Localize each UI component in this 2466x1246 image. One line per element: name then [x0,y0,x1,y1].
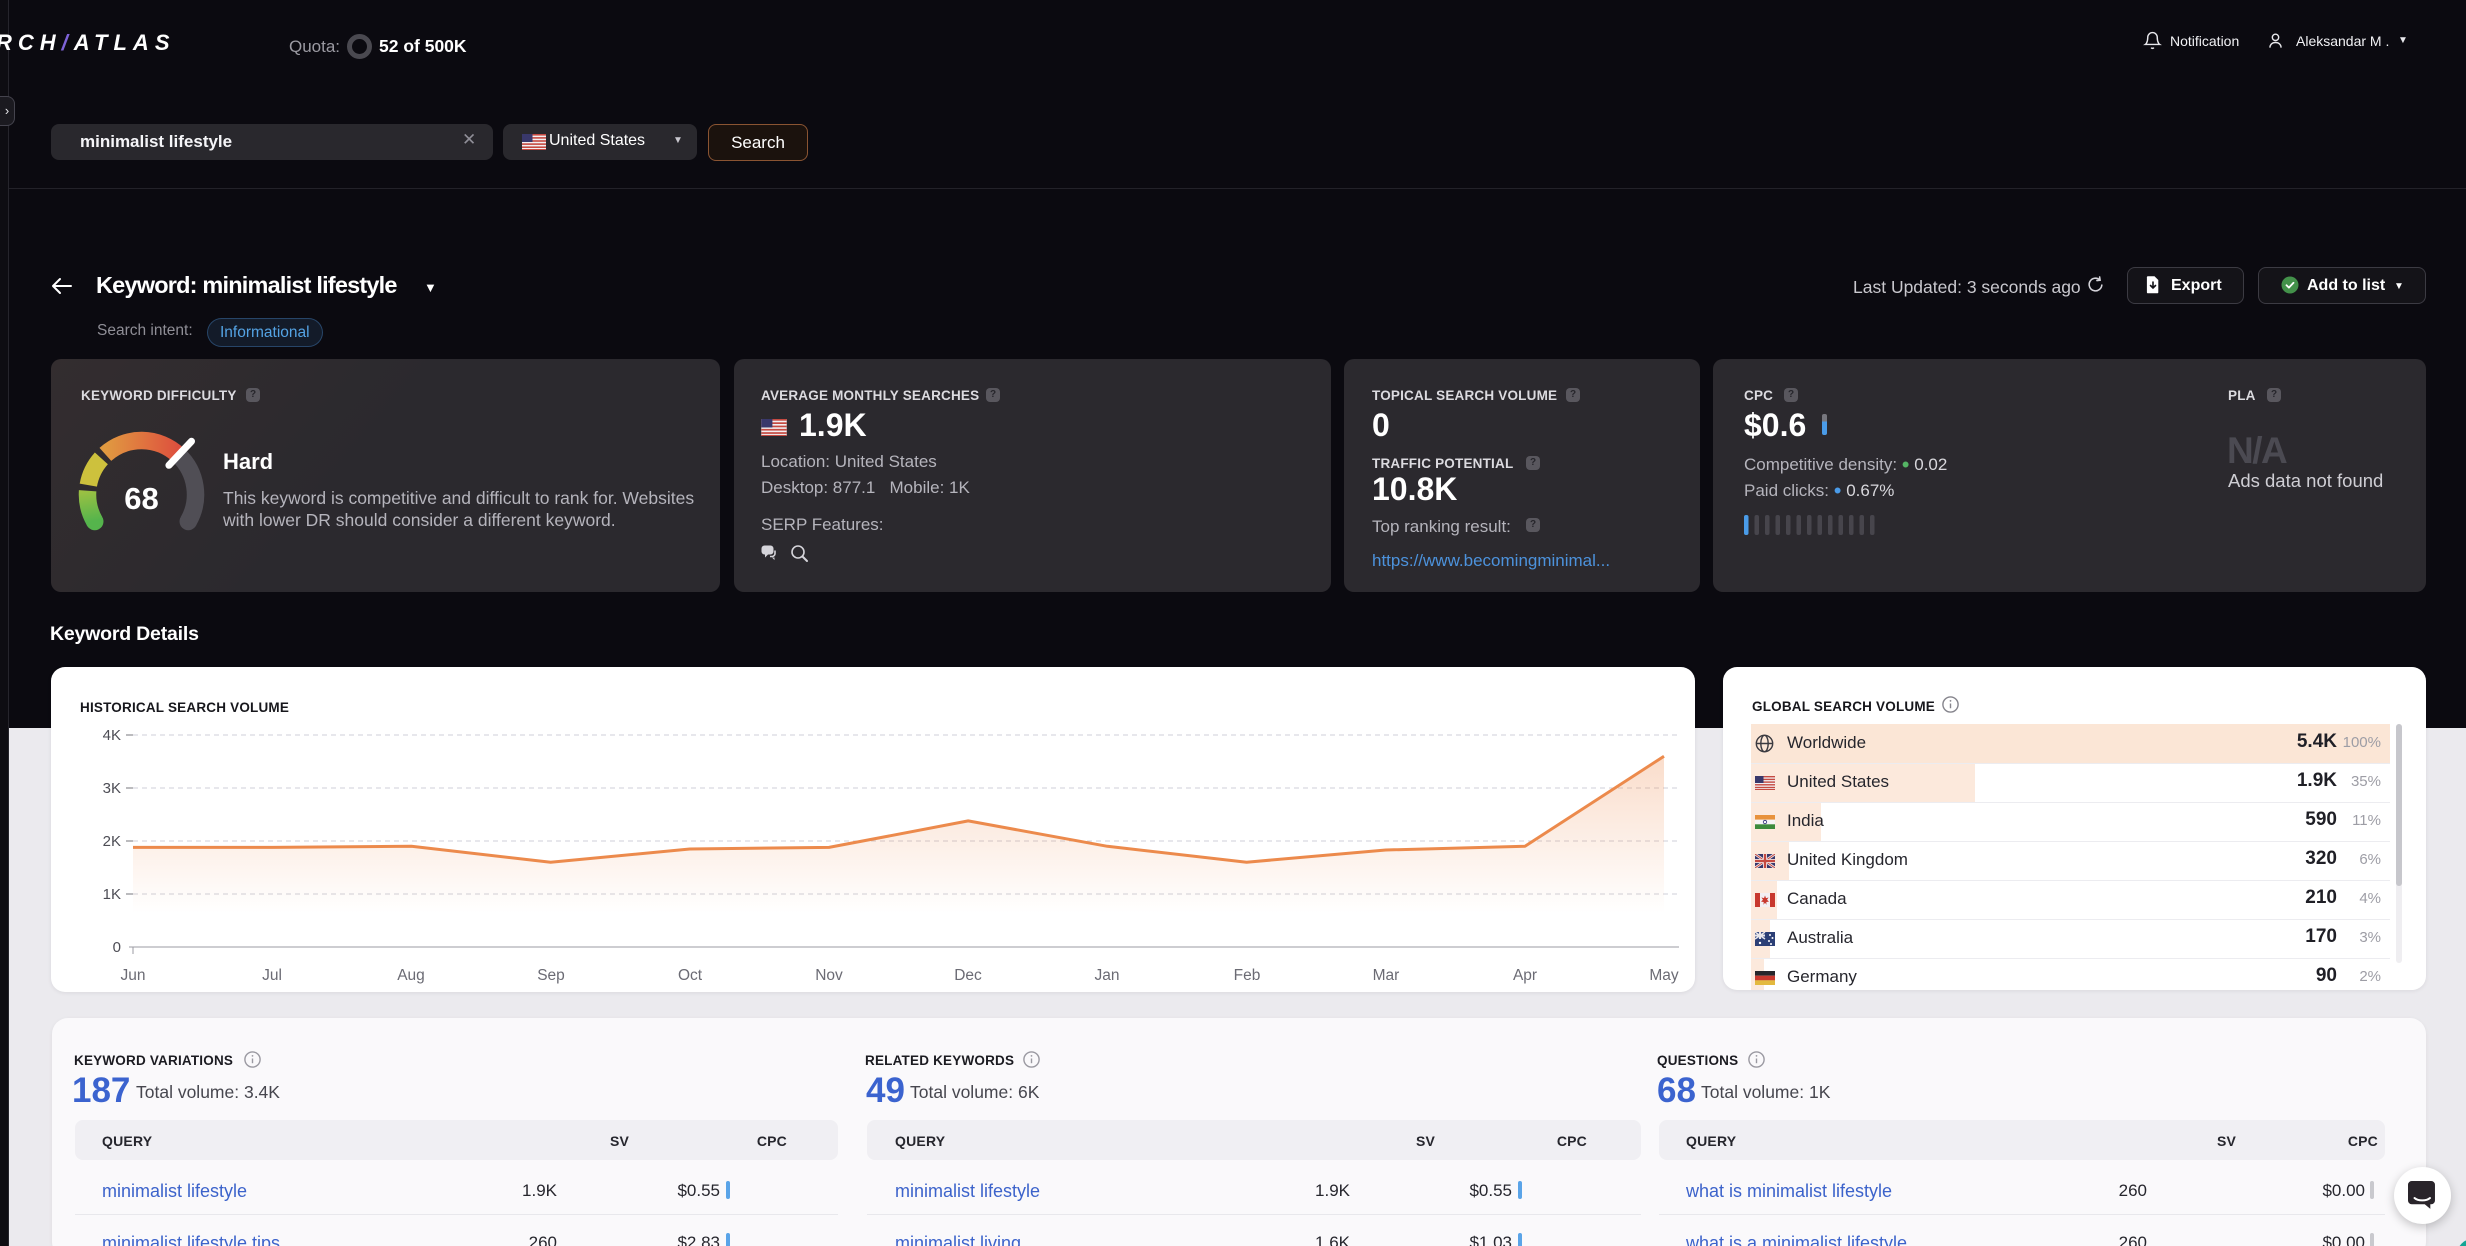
svg-text:Dec: Dec [954,967,982,984]
svg-text:Nov: Nov [815,967,843,984]
svg-text:0: 0 [113,939,121,956]
svg-text:Oct: Oct [678,967,703,984]
svg-text:1K: 1K [103,886,121,903]
svg-text:Apr: Apr [1513,967,1537,984]
svg-text:2K: 2K [103,833,121,850]
svg-text:Sep: Sep [537,967,565,984]
svg-text:Jan: Jan [1095,967,1120,984]
svg-text:Jul: Jul [262,967,282,984]
svg-text:68: 68 [124,481,158,516]
svg-text:Aug: Aug [397,967,425,984]
svg-text:Feb: Feb [1234,967,1261,984]
svg-text:Jun: Jun [121,967,146,984]
svg-text:3K: 3K [103,780,121,797]
svg-text:May: May [1649,967,1679,984]
svg-text:Mar: Mar [1373,967,1400,984]
svg-text:4K: 4K [103,727,121,744]
